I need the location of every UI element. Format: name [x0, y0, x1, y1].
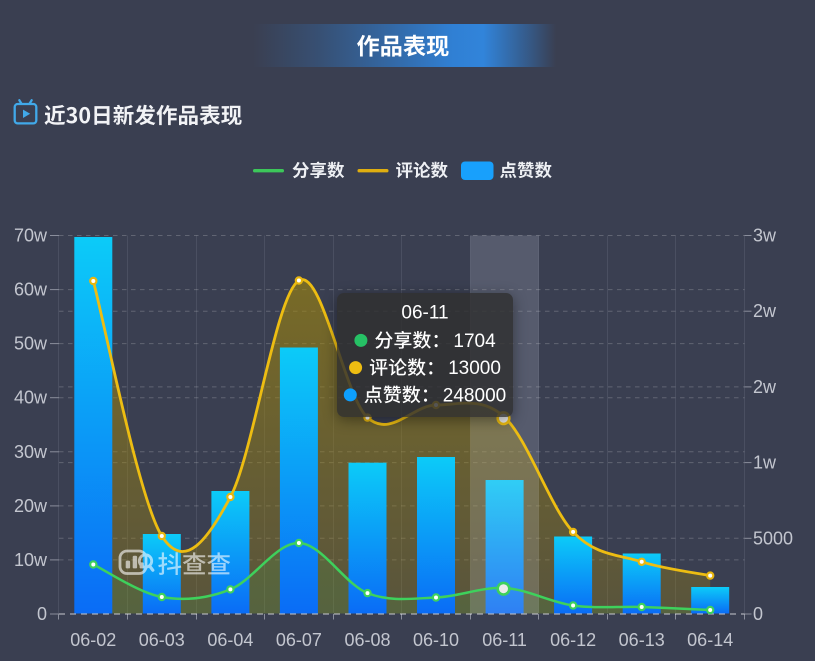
svg-text:248000: 248000	[443, 385, 506, 406]
svg-text:30w: 30w	[14, 442, 48, 462]
svg-text:06-04: 06-04	[207, 630, 253, 650]
svg-text:0: 0	[753, 604, 763, 624]
svg-text:06-03: 06-03	[139, 630, 185, 650]
svg-text:40w: 40w	[14, 388, 48, 408]
svg-text:06-11: 06-11	[482, 630, 527, 650]
svg-text:70w: 70w	[14, 226, 48, 246]
svg-text:13000: 13000	[448, 358, 501, 379]
svg-text:20w: 20w	[14, 496, 48, 516]
svg-text:06-10: 06-10	[413, 630, 459, 650]
svg-text:1w: 1w	[753, 453, 777, 473]
svg-text:2w: 2w	[753, 301, 777, 321]
svg-text:06-12: 06-12	[550, 630, 596, 650]
svg-text:06-02: 06-02	[70, 630, 116, 650]
svg-text:06-14: 06-14	[687, 630, 733, 650]
svg-text:06-11: 06-11	[401, 303, 448, 324]
svg-text:5000: 5000	[753, 528, 793, 548]
svg-text:1704: 1704	[453, 331, 496, 352]
svg-text:60w: 60w	[14, 280, 48, 300]
svg-text:06-08: 06-08	[344, 630, 390, 650]
svg-text:2w: 2w	[753, 377, 777, 397]
svg-text:06-13: 06-13	[619, 630, 665, 650]
svg-text:3w: 3w	[753, 226, 777, 246]
svg-text:06-07: 06-07	[276, 630, 322, 650]
svg-text:50w: 50w	[14, 334, 48, 354]
svg-text:0: 0	[37, 604, 47, 624]
svg-text:10w: 10w	[14, 550, 48, 570]
